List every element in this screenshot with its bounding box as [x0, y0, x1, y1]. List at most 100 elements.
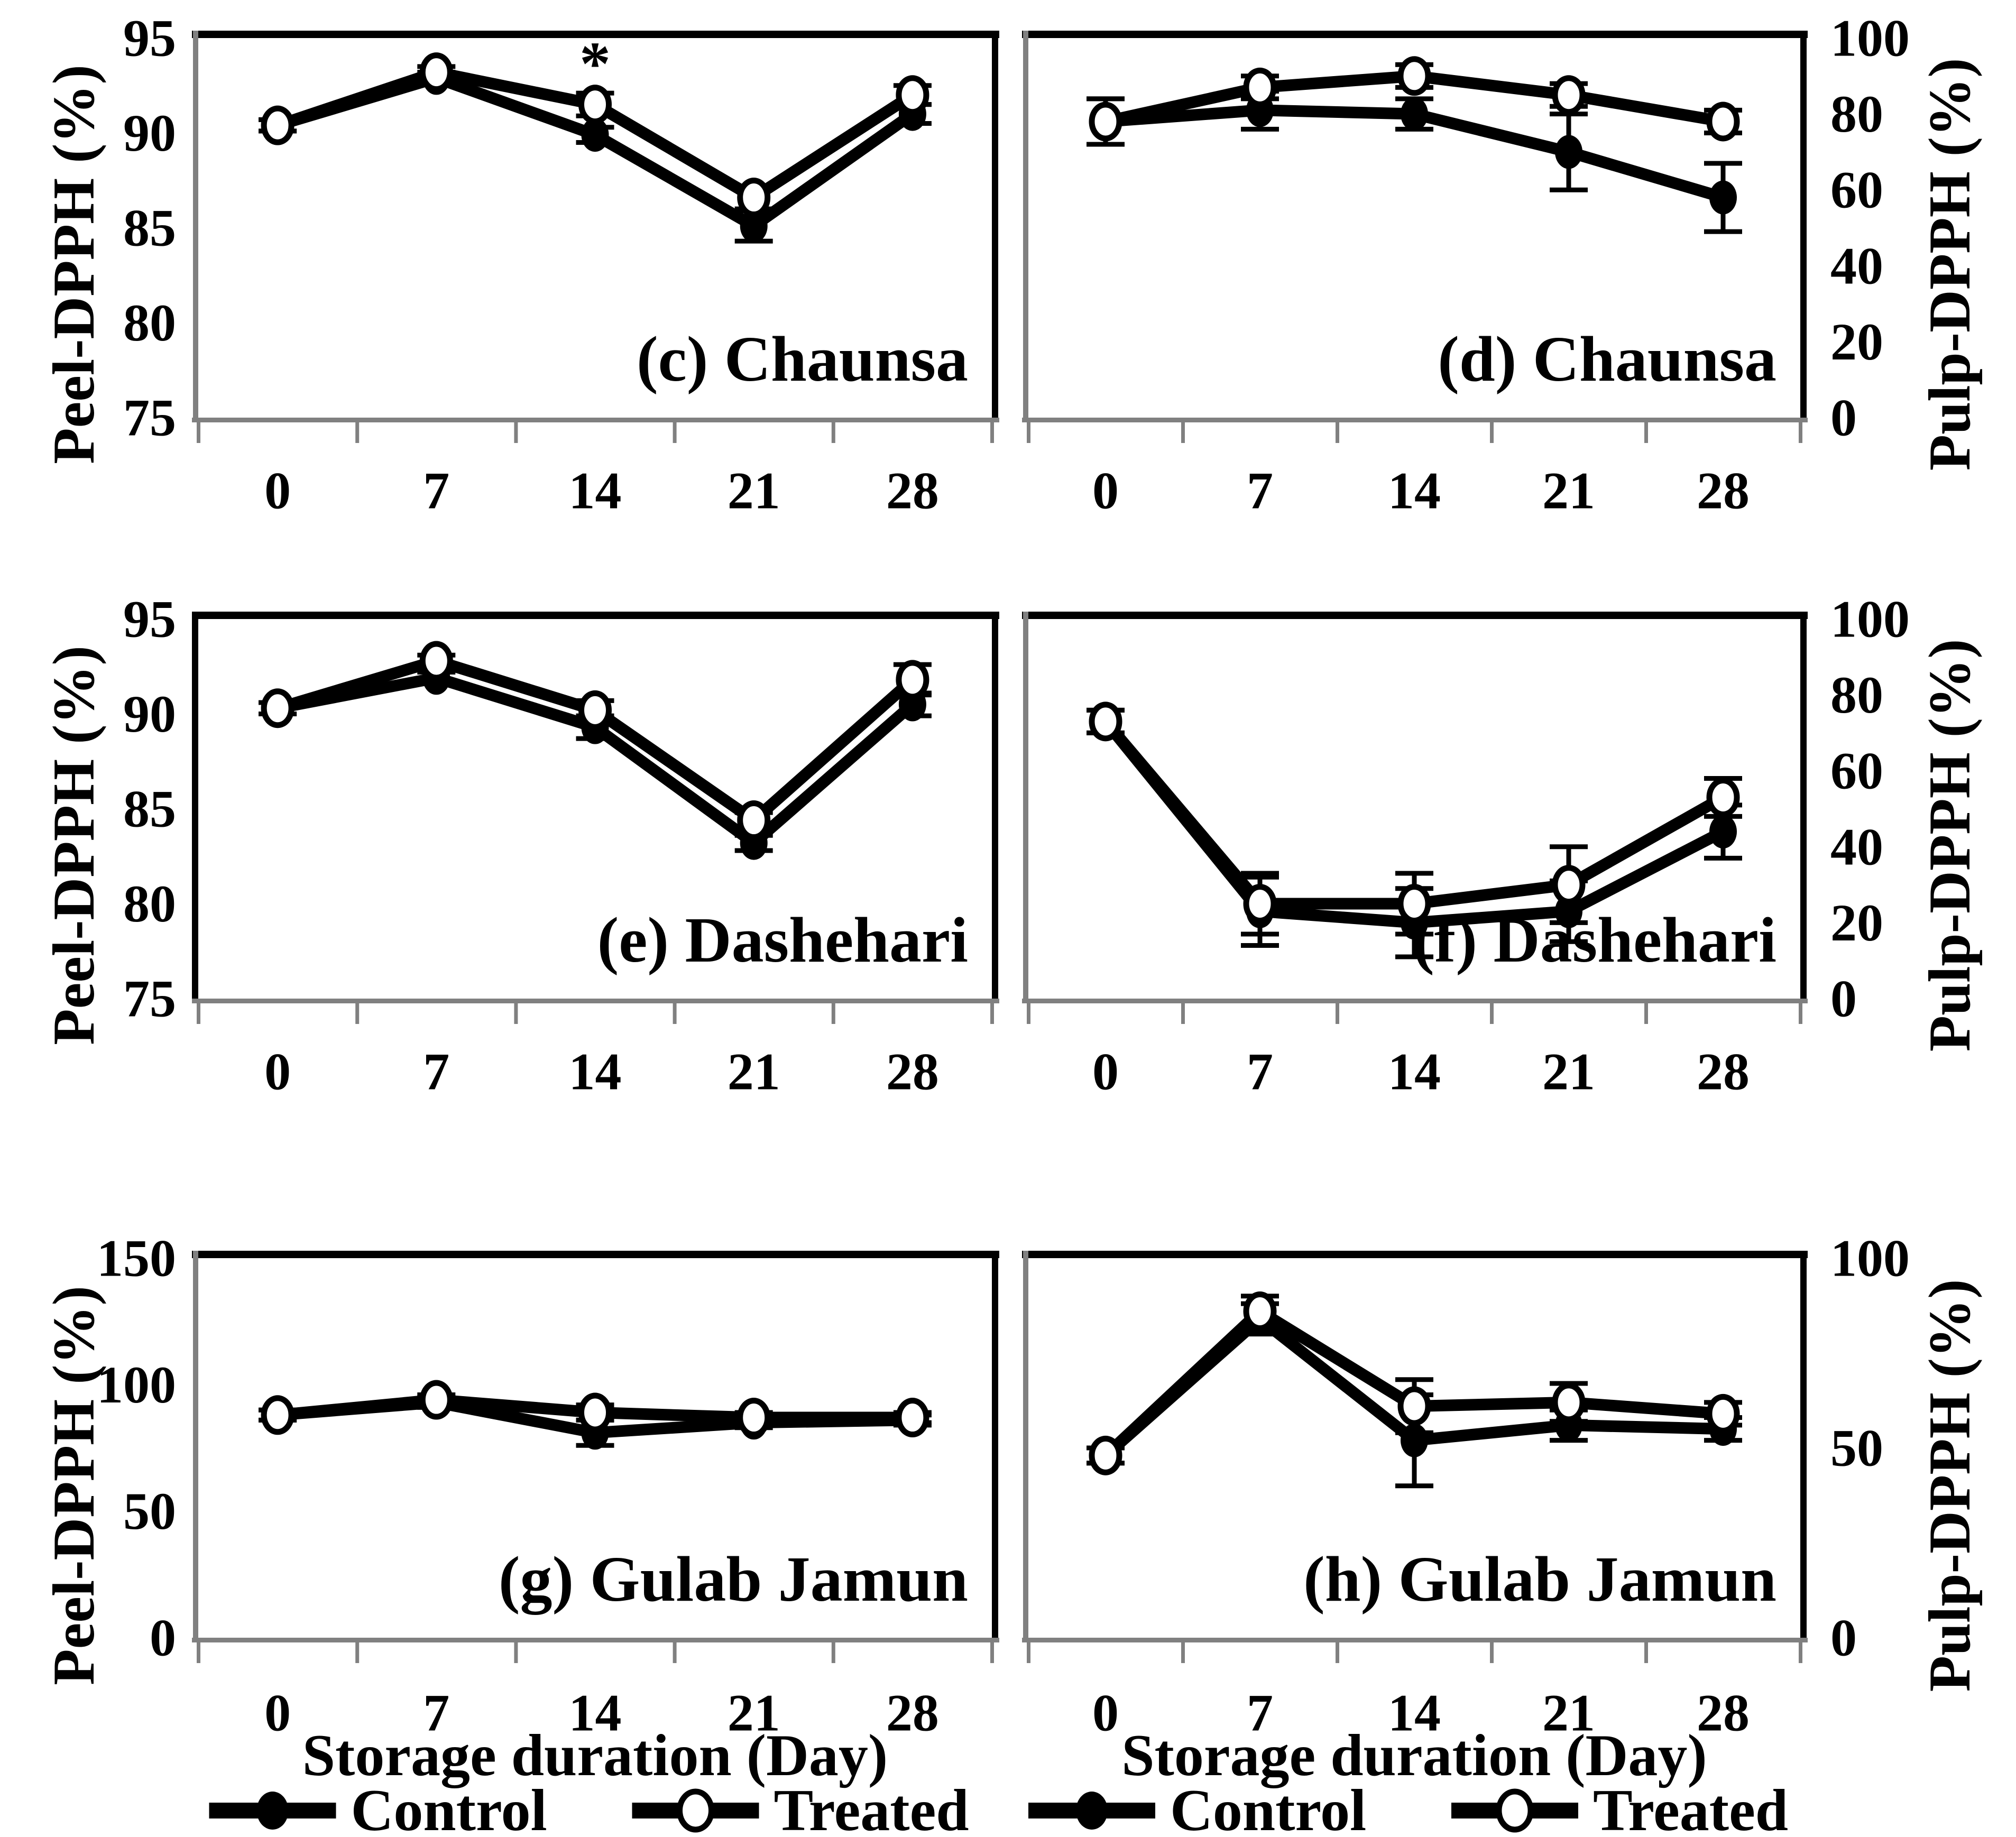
y-tick-label: 50 — [123, 1482, 176, 1540]
y-tick-label: 40 — [1830, 236, 1883, 295]
x-axis-tick — [1799, 418, 1802, 443]
x-axis-tick — [1181, 1638, 1185, 1663]
x-axis-tick — [1027, 1638, 1030, 1663]
y-tick-label: 100 — [1830, 1229, 1910, 1288]
x-tick-label: 14 — [569, 461, 622, 520]
legend-label: Control — [1170, 1778, 1366, 1837]
x-tick-label: 7 — [423, 461, 449, 520]
panel-label: (e) Dashehari — [597, 904, 968, 976]
x-tick-label: 14 — [569, 1684, 622, 1742]
legend-pulp: Control Treated — [1028, 1778, 1788, 1837]
marker-treated-day0 — [1089, 1435, 1122, 1475]
panel-label: (f) Dashehari — [1413, 904, 1776, 976]
legend-marker-filled-circle — [256, 1792, 289, 1830]
plot-border-left — [192, 612, 198, 1000]
x-tick-label: 14 — [569, 1042, 622, 1101]
x-axis-tick — [1336, 418, 1339, 443]
marker-treated-day28 — [896, 660, 929, 700]
panel-g: 0 50 100 150 0 7 14 21 28 Peel-DPPH (%) (g) Gulab … — [41, 1229, 999, 1742]
x-axis-tick — [673, 999, 677, 1024]
legend-label: Treated — [774, 1778, 969, 1837]
marker-treated-day21 — [737, 178, 771, 218]
x-tick-label: 7 — [423, 1684, 449, 1742]
y-tick-label: 100 — [97, 1355, 176, 1414]
y-tick-label: 85 — [123, 780, 176, 838]
legend-marker-open-circle — [1496, 1788, 1534, 1833]
y-tick-label: 80 — [123, 293, 176, 352]
marker-treated-day28 — [1706, 1393, 1740, 1434]
marker-treated-day7 — [1243, 884, 1277, 924]
x-tick-label: 28 — [886, 1684, 939, 1742]
plot-border-left — [193, 1251, 198, 1639]
series-treated — [259, 1380, 932, 1438]
x-axis-tick — [1490, 418, 1494, 443]
x-tick-label: 28 — [886, 1042, 939, 1101]
plot-border-top — [192, 612, 999, 619]
panel-f: 0 20 40 60 80 100 0 7 14 21 28 Pulp-DPPH (%) (f) Das… — [1022, 590, 1983, 1101]
marker-treated-day7 — [419, 1380, 453, 1420]
marker-treated-day14 — [1397, 56, 1431, 96]
x-axis-tick — [514, 999, 518, 1024]
y-tick-label: 85 — [123, 199, 176, 257]
x-tick-label: 0 — [1092, 1042, 1119, 1101]
x-axis-tick — [355, 418, 360, 443]
x-axis-tick — [1799, 999, 1802, 1024]
x-tick-label: 0 — [1092, 1684, 1119, 1742]
x-axis-tick — [355, 999, 360, 1024]
plot-border-top — [192, 1251, 999, 1258]
series-treated — [1087, 1291, 1742, 1475]
plot-border-left — [1023, 31, 1028, 419]
y-tick-label: 80 — [1830, 85, 1883, 143]
x-axis-line — [1022, 999, 1808, 1003]
marker-treated-day0 — [261, 105, 294, 145]
x-axis-tick — [831, 999, 835, 1024]
x-axis-tick — [990, 1638, 994, 1663]
y-tick-label: 150 — [97, 1229, 176, 1288]
x-tick-label: 28 — [1697, 1684, 1750, 1742]
x-axis-tick — [673, 418, 677, 443]
x-axis-title: Storage duration (Day) — [302, 1723, 888, 1788]
plot-border-right — [992, 612, 998, 1000]
y-tick-label: 20 — [1830, 312, 1883, 371]
marker-control-day21 — [740, 209, 768, 243]
y-tick-label: 75 — [123, 389, 176, 447]
marker-treated-day7 — [1243, 67, 1277, 107]
legend-item-treated: Treated — [1451, 1778, 1788, 1837]
y-tick-label: 0 — [1830, 389, 1857, 447]
x-axis-tick — [197, 999, 200, 1024]
x-tick-label: 0 — [264, 1042, 291, 1101]
panel-d: 0 20 40 60 80 100 0 7 14 21 28 Pulp-DPPH (%) (d) Cha… — [1022, 9, 1983, 520]
marker-treated-day7 — [419, 641, 453, 681]
marker-treated-day14 — [578, 1392, 612, 1433]
x-tick-label: 28 — [886, 461, 939, 520]
marker-treated-day28 — [896, 75, 929, 115]
y-axis-title: Pulp-DPPH (%) — [1917, 1279, 1983, 1692]
x-axis-tick — [1336, 999, 1339, 1024]
legend-item-control: Control — [209, 1778, 547, 1837]
plot-border-top — [192, 31, 999, 38]
x-tick-label: 0 — [264, 461, 291, 520]
x-axis-line — [1022, 1638, 1808, 1642]
marker-treated-day21 — [737, 1398, 771, 1438]
x-axis-tick — [1181, 418, 1185, 443]
marker-treated-day0 — [1089, 701, 1122, 742]
x-axis-tick — [831, 418, 835, 443]
x-tick-label: 0 — [264, 1684, 291, 1742]
panel-h: 0 50 100 0 7 14 21 28 Pulp-DPPH (%) (h) Gulab Jam… — [1022, 1229, 1983, 1742]
x-tick-label: 7 — [1247, 461, 1273, 520]
series-treated — [259, 641, 932, 841]
x-tick-label: 21 — [728, 1684, 780, 1742]
x-axis-tick — [1027, 999, 1030, 1024]
x-axis-tick — [1181, 999, 1185, 1024]
legend-marker-open-circle — [677, 1788, 714, 1833]
y-tick-label: 40 — [1830, 817, 1883, 876]
marker-treated-day21 — [1552, 865, 1586, 905]
marker-treated-day0 — [1089, 101, 1122, 142]
y-tick-label: 60 — [1830, 742, 1883, 800]
x-axis-tick — [197, 418, 200, 443]
x-tick-label: 28 — [1697, 1042, 1750, 1101]
significance-asterisk: * — [579, 29, 611, 98]
x-tick-label: 21 — [1542, 1042, 1595, 1101]
marker-control-day28 — [1709, 815, 1737, 849]
plot-border-left — [193, 31, 198, 419]
